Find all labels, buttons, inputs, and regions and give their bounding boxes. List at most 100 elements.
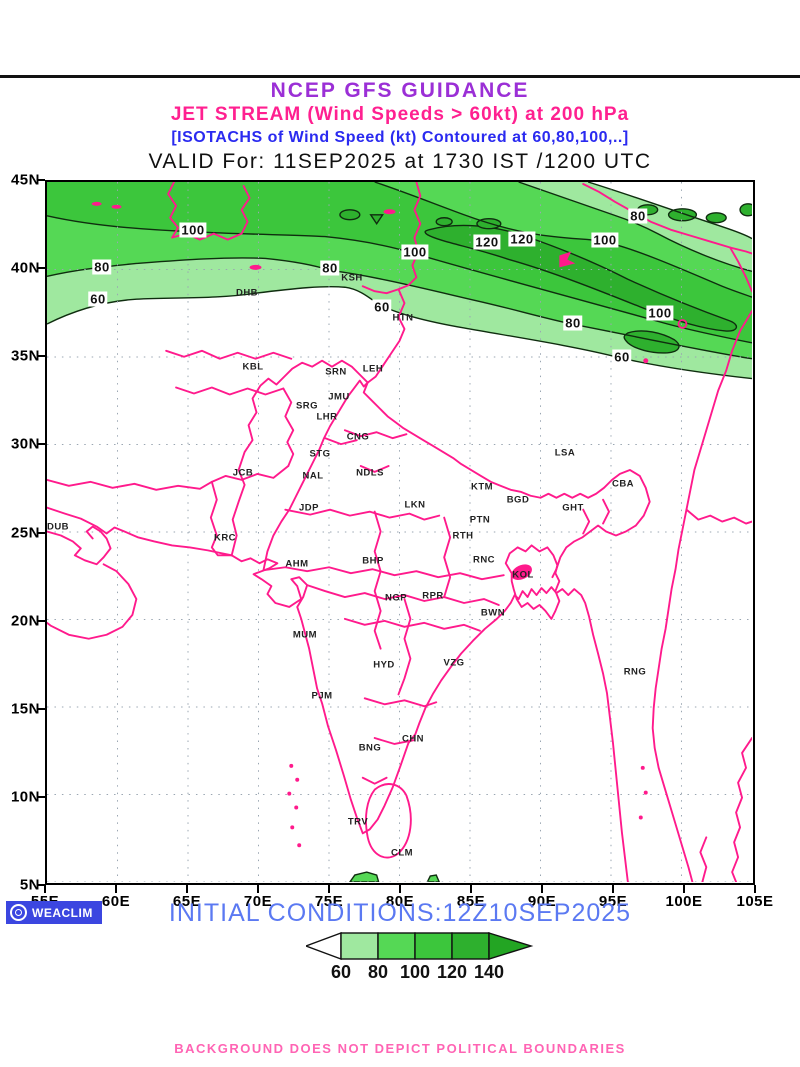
wind-mark [559, 251, 576, 268]
axis-tick [754, 885, 756, 893]
x-axis-label: 80E [385, 893, 415, 910]
y-axis-label: 35N [10, 347, 40, 365]
initial-conditions-line: INITIAL CONDITIONS:12Z10SEP2025 [168, 899, 632, 927]
boundary-line [343, 617, 481, 632]
boundary-line [230, 554, 629, 882]
boundary-line [175, 386, 285, 396]
axis-tick [37, 531, 45, 534]
colorbar [306, 931, 534, 961]
colorbar-band [414, 932, 453, 960]
colorbar-band [377, 932, 416, 960]
y-axis-label: 10N [10, 788, 40, 806]
band-120kt-blob [705, 212, 727, 224]
axis-tick [37, 355, 45, 358]
axis-tick [612, 885, 614, 893]
island-dot [289, 763, 294, 768]
band-60kt-south-blob [426, 874, 440, 882]
page-title: NCEP GFS GUIDANCE [270, 79, 530, 102]
boundary-line [582, 183, 752, 255]
axis-tick [37, 707, 45, 710]
axis-tick [37, 267, 45, 270]
axis-tick [37, 884, 45, 886]
contour-60 [587, 182, 752, 240]
boundary-line [359, 465, 390, 473]
island-dot [638, 815, 643, 820]
band-120kt-blob [667, 208, 698, 222]
island-dot [640, 765, 645, 770]
isotach-map-svg [47, 182, 752, 882]
axis-tick [37, 443, 45, 446]
axis-tick [37, 795, 45, 798]
axis-tick [37, 619, 45, 622]
island-dot [643, 790, 648, 795]
island-dot [290, 825, 295, 830]
x-axis-label: 60E [101, 893, 131, 910]
boundary-speck [91, 201, 102, 206]
x-axis-label: 100E [665, 893, 703, 910]
y-axis-label: 40N [10, 259, 40, 277]
boundary-line [210, 465, 290, 483]
axis-tick [399, 885, 401, 893]
contour-100 [374, 182, 752, 298]
band-100kt [47, 182, 752, 343]
boundary-line [397, 598, 412, 696]
axis-tick [186, 885, 188, 893]
island-dot [294, 805, 299, 810]
y-axis-label: 45N [10, 171, 40, 189]
boundary-line [47, 525, 112, 566]
chart-subtitle: JET STREAM (Wind Speeds > 60kt) at 200 h… [170, 104, 630, 125]
boundary-line [167, 182, 251, 241]
axis-tick [257, 885, 259, 893]
boundary-line [324, 437, 358, 446]
band-120kt-blob [435, 217, 453, 227]
boundary-line [685, 508, 752, 525]
valid-time-line: VALID For: 11SEP2025 at 1730 IST /1200 U… [148, 150, 652, 173]
colorbar-tick-label: 120 [436, 962, 468, 982]
axis-tick [115, 885, 117, 893]
disclaimer-text: BACKGROUND DOES NOT DEPICT POLITICAL BOU… [174, 1041, 626, 1056]
colorbar-band [340, 932, 379, 960]
boundary-speck [111, 204, 122, 209]
boundary-ring [677, 319, 688, 329]
island-dot [287, 791, 292, 796]
top-rule [0, 75, 800, 78]
white-wedge-below-60kt [588, 182, 752, 239]
y-axis-label: 5N [19, 876, 40, 894]
map-boundaries [47, 182, 752, 882]
y-axis-label: 15N [10, 700, 40, 718]
x-axis-label: 105E [736, 893, 774, 910]
band-60kt-south-blob [349, 871, 380, 882]
axis-tick [683, 885, 685, 893]
boundary-line [363, 697, 438, 708]
boundary-line [361, 776, 388, 785]
map-islands-and-marks [91, 201, 688, 848]
axis-tick [37, 179, 45, 181]
boundary-line [731, 737, 752, 882]
y-axis-label: 20N [10, 612, 40, 630]
boundary-line [209, 480, 233, 557]
boundary-speck [249, 264, 262, 270]
weaclim-logo-icon [10, 904, 27, 921]
boundary-line [262, 566, 505, 581]
colorbar-tick-label: 60 [330, 962, 352, 982]
weaclim-logo-text: WEACLIM [32, 905, 93, 920]
band-120kt-blob [637, 204, 659, 216]
y-axis-label: 25N [10, 524, 40, 541]
axis-tick [328, 885, 330, 893]
band-120kt-blob [369, 214, 384, 225]
colorbar-band [451, 932, 490, 960]
boundary-line [602, 498, 610, 525]
boundary-line [443, 516, 452, 598]
boundary-line [582, 508, 591, 535]
colorbar-over-arrow [488, 932, 534, 960]
contour-80 [518, 182, 752, 273]
boundary-line [729, 246, 752, 293]
colorbar-under-arrow [306, 931, 342, 961]
boundary-line [504, 544, 561, 620]
x-axis-label: 95E [598, 893, 628, 910]
colorbar-tick-label: 140 [473, 962, 505, 982]
x-axis-label: 70E [243, 893, 273, 910]
band-120kt-blob-se [623, 330, 680, 354]
boundary-line [165, 349, 293, 360]
boundary-speck [383, 209, 396, 215]
